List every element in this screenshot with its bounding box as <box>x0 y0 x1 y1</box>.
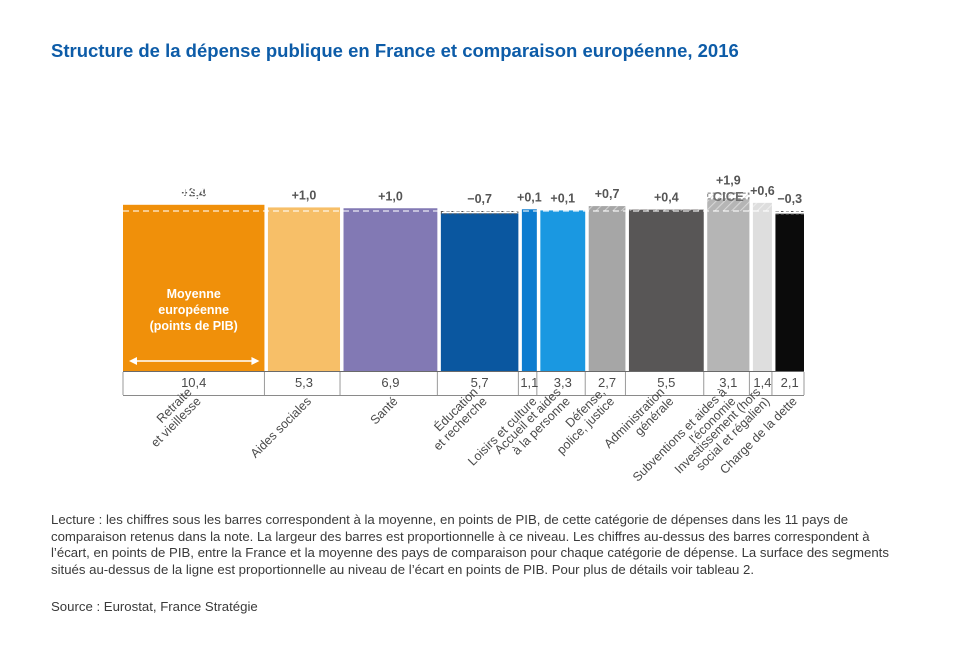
bar-group-2 <box>267 207 341 371</box>
bar-group-1 <box>123 204 265 371</box>
bar-average <box>540 211 586 371</box>
average-label: 3,3 <box>554 375 572 390</box>
legend-average-label: (points de PIB) <box>150 319 238 333</box>
deviation-label: +0,6 <box>750 184 775 198</box>
bar-group-8 <box>628 209 704 371</box>
bar-group-10 <box>752 202 772 371</box>
chart-title: Structure de la dépense publique en Fran… <box>51 40 739 61</box>
bar-deviation <box>123 204 265 211</box>
legend-deviation-label: (points de PIB) <box>156 184 244 198</box>
deviation-label: +0,1 <box>517 190 542 204</box>
deviation-label: +1,0 <box>292 188 317 202</box>
average-label: 1,1 <box>520 375 538 390</box>
arrow-head-right-icon <box>251 357 260 365</box>
legend-deviation-label: Écart à la moyenne <box>143 168 257 183</box>
average-label: 5,5 <box>657 375 675 390</box>
reading-note: Lecture : les chiffres sous les barres c… <box>51 512 889 577</box>
category-label-line: Aides sociales <box>248 394 314 460</box>
bar-group-4 <box>440 211 519 371</box>
bar-average <box>123 211 265 371</box>
average-label: 2,1 <box>781 375 799 390</box>
bar-deviation <box>540 210 586 211</box>
deviation-label: +0,1 <box>550 191 575 205</box>
bar-deviation-hatch <box>752 202 772 211</box>
bar-group-6 <box>540 210 586 371</box>
legend-annotations: Écart à la moyenne(points de PIB)Moyenne… <box>127 168 260 365</box>
bar-average <box>707 211 750 371</box>
arrow-head-left-icon <box>129 357 137 365</box>
bar-group-3 <box>343 208 438 371</box>
legend-average-label: Moyenne <box>167 287 221 301</box>
cice-box <box>707 192 750 200</box>
bar-group-9: CICE <box>707 189 750 371</box>
category-label-line: Santé <box>368 394 401 427</box>
source-note: Source : Eurostat, France Stratégie <box>51 599 258 614</box>
bar-average <box>628 211 704 371</box>
average-label: 1,4 <box>753 375 771 390</box>
bar-deviation <box>343 208 438 211</box>
category-label: Aides sociales <box>248 394 314 460</box>
bar-average <box>775 213 804 371</box>
bar-group-11 <box>775 211 805 371</box>
legend-average-label: européenne <box>158 303 229 317</box>
deviation-label: +0,7 <box>595 187 620 201</box>
deviation-label: −0,7 <box>467 192 492 206</box>
bar-group-7 <box>588 206 626 371</box>
bar-deviation <box>267 207 341 211</box>
bar-deviation-hatch <box>628 209 704 211</box>
deviation-label: −0,3 <box>777 192 802 206</box>
bar-average <box>752 211 772 371</box>
bar-average <box>440 213 519 371</box>
cice-segment <box>707 192 750 200</box>
average-label: 3,1 <box>719 375 737 390</box>
bar-deviation-hatch <box>588 206 626 211</box>
bar-average <box>521 211 537 371</box>
cice-label: CICE <box>713 189 744 204</box>
bar-average <box>267 211 341 371</box>
deviation-label: +3,4 <box>181 186 206 200</box>
bar-group-5 <box>521 209 537 371</box>
bar-deviation <box>521 209 537 211</box>
category-label: Éducationet recherche <box>421 384 490 453</box>
bar-average <box>588 211 626 371</box>
bar-average <box>343 211 438 371</box>
deviation-label: +1,9 <box>716 174 741 188</box>
average-label: 10,4 <box>181 375 206 390</box>
bar-deviation-hatch <box>707 199 750 211</box>
category-label: Retraiteet vieillesse <box>139 385 204 450</box>
deviation-label: +1,0 <box>378 189 403 203</box>
bar-deviation-gap <box>440 211 519 215</box>
category-label: Santé <box>368 394 401 427</box>
average-label: 5,3 <box>295 375 313 390</box>
deviation-label: +0,4 <box>654 191 679 205</box>
average-label: 6,9 <box>381 375 399 390</box>
average-label: 2,7 <box>598 375 616 390</box>
average-label: 5,7 <box>471 375 489 390</box>
